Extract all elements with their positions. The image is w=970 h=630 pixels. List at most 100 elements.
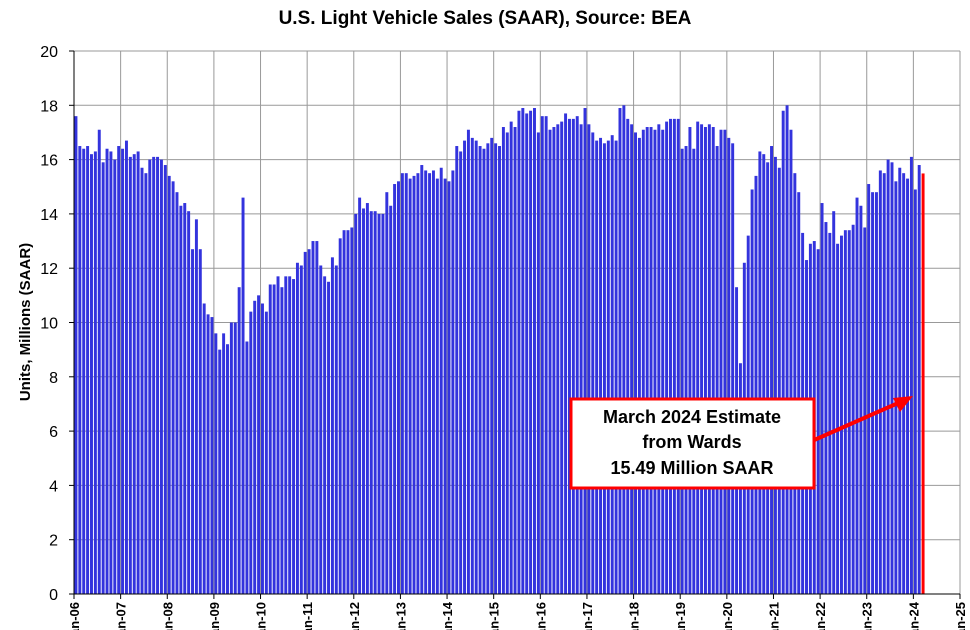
bar [486, 143, 490, 594]
bar [840, 235, 843, 594]
x-tick-labels: Jan-06 Jan-07 Jan-08 Jan-09 Jan-10 Jan-11 Jan-… [67, 601, 968, 630]
bar [770, 146, 774, 594]
bar [179, 205, 183, 594]
bar [587, 124, 591, 595]
bars [74, 105, 925, 595]
x-tick-label: Jan-21 [766, 602, 781, 630]
bar [575, 116, 579, 594]
bar [404, 173, 408, 595]
bar [602, 143, 606, 594]
bar [82, 148, 86, 595]
bar [354, 213, 358, 594]
bar [295, 262, 299, 594]
bar [229, 322, 233, 594]
bar [641, 129, 645, 595]
bar [591, 132, 595, 594]
x-tick-label: Jan-11 [300, 602, 315, 630]
bar [536, 132, 540, 594]
bar [521, 108, 525, 594]
bar [898, 167, 902, 594]
bar [171, 181, 175, 594]
bar [241, 197, 245, 595]
bar [245, 341, 249, 594]
bar [564, 113, 568, 594]
bar [583, 108, 587, 594]
bar [385, 192, 389, 594]
gridlines [74, 50, 961, 594]
bar [466, 129, 470, 595]
bar [264, 311, 268, 594]
bar [917, 165, 921, 594]
bar [781, 110, 785, 594]
bar [74, 116, 78, 594]
bar [156, 156, 160, 594]
bar [443, 178, 447, 595]
bar [816, 249, 820, 594]
bar [696, 121, 700, 594]
bar [369, 211, 373, 594]
bar [101, 162, 105, 594]
bar [540, 116, 544, 594]
bar [113, 159, 117, 594]
bar [284, 276, 288, 594]
bar [707, 124, 711, 595]
bar [233, 322, 237, 594]
bar [828, 232, 832, 594]
bar [397, 181, 400, 594]
bar [311, 241, 315, 595]
x-tick-label: Jan-17 [580, 602, 595, 630]
bar [653, 129, 657, 595]
bar [902, 173, 906, 595]
bar [159, 159, 163, 594]
bar [393, 184, 397, 594]
bar [727, 137, 731, 594]
bar [886, 159, 890, 594]
bar [451, 170, 455, 594]
bar [459, 151, 463, 594]
bar [661, 129, 665, 595]
bar [323, 276, 327, 594]
bar [319, 265, 323, 594]
bar [777, 167, 781, 594]
bar [214, 333, 218, 594]
bar [832, 211, 836, 594]
bar [505, 132, 509, 594]
bar [455, 146, 459, 594]
bar [622, 105, 626, 595]
bar [187, 211, 191, 594]
bar [167, 175, 171, 594]
x-tick-label: Jan-24 [906, 601, 921, 630]
y-tick-labels: 0 2 4 6 8 10 12 14 16 18 20 [40, 44, 58, 604]
bar [501, 127, 505, 595]
bar [571, 118, 575, 594]
bar [579, 124, 583, 595]
bar [117, 146, 121, 594]
bar [400, 173, 404, 595]
x-tick-label: Jan-09 [207, 602, 222, 630]
bar [194, 219, 198, 594]
bar [152, 156, 156, 594]
bar [431, 170, 435, 594]
bar [863, 227, 867, 594]
bar [175, 192, 179, 594]
bar [529, 110, 533, 594]
bar [754, 175, 758, 594]
bar [373, 211, 377, 594]
bar [470, 137, 474, 594]
bar [498, 146, 501, 594]
bar [237, 287, 241, 594]
bar [859, 205, 863, 594]
bar [700, 124, 704, 595]
x-tick-label: Jan-08 [160, 602, 175, 630]
bar [634, 132, 637, 594]
bar [288, 276, 292, 594]
bar [715, 146, 719, 594]
x-tick-label: Jan-10 [254, 602, 269, 630]
bar [874, 192, 878, 594]
bar [198, 249, 202, 594]
x-tick-label: Jan-23 [860, 602, 875, 630]
x-tick-label: Jan-12 [347, 602, 362, 630]
bar [121, 148, 125, 595]
bar [867, 184, 871, 594]
bar [692, 148, 696, 595]
